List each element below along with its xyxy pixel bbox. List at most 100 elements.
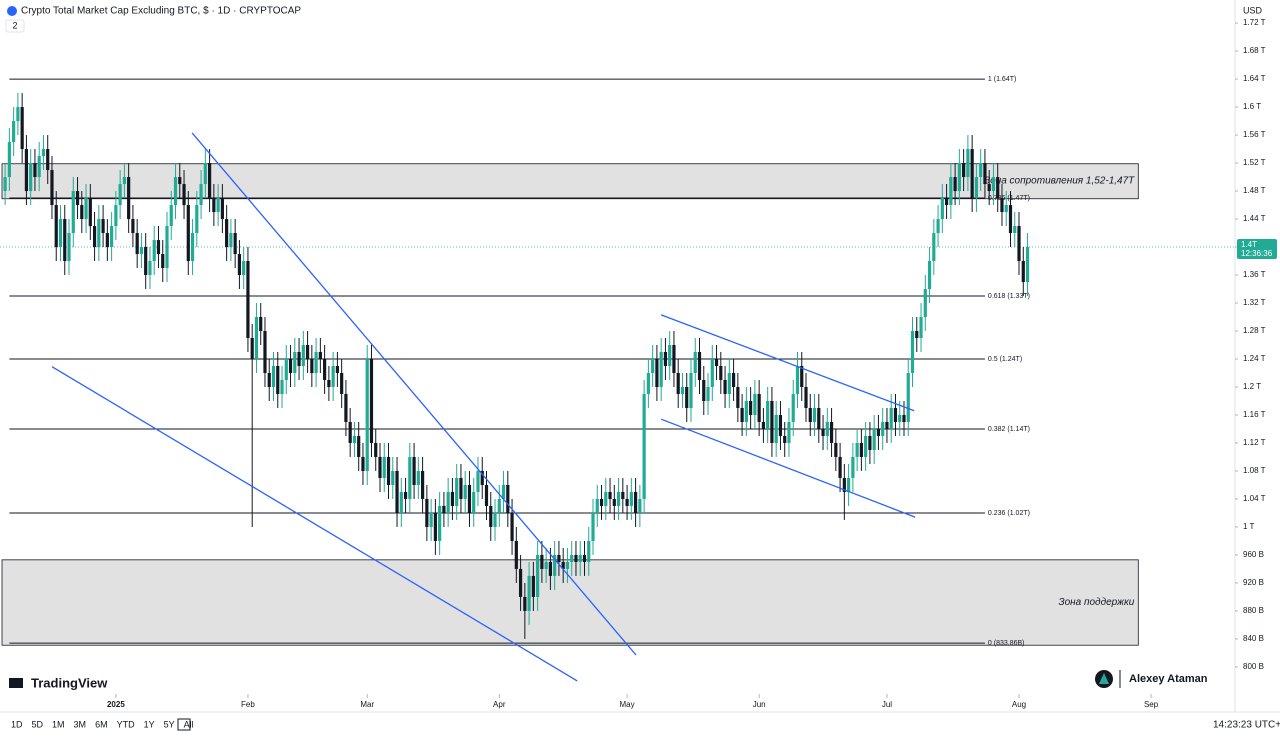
candle-body [719, 365, 723, 380]
timeframe-button[interactable]: 6M [95, 719, 108, 729]
candle-body [778, 414, 783, 436]
candle-body [749, 400, 753, 415]
candle-body [331, 365, 335, 387]
candle-body [357, 435, 361, 457]
candle-body [791, 393, 795, 422]
candle-body [795, 365, 800, 394]
candle-body [280, 379, 284, 394]
candle-body [966, 149, 970, 178]
candle-body [352, 435, 357, 443]
fib-label: 0.786 (1.47T) [988, 195, 1030, 202]
y-tick-label: 1.72 T [1243, 18, 1266, 27]
candle-body [318, 351, 322, 359]
y-tick-label: 1.08 T [1243, 466, 1266, 475]
candle-body [915, 331, 919, 339]
candle-body [991, 177, 996, 192]
candle-body [148, 261, 152, 276]
candle-body [20, 107, 24, 150]
y-tick-label: 1.2 T [1243, 382, 1261, 391]
candle-body [770, 400, 774, 443]
candle-body [744, 400, 748, 422]
candle-body [186, 205, 190, 262]
candle-body [374, 442, 378, 457]
fib-label: 0.618 (1.33T) [988, 293, 1030, 300]
candle-body [548, 561, 553, 576]
candle-body [604, 491, 608, 506]
candle-body [996, 177, 1000, 199]
candle-body [531, 575, 535, 597]
y-tick-label: 1.64 T [1243, 74, 1266, 83]
timeframe-button[interactable]: 1D [11, 719, 23, 729]
candle-body [84, 198, 88, 220]
candle-body [365, 358, 369, 471]
candle-body [876, 428, 881, 436]
candle-body [514, 540, 518, 569]
timeframe-button[interactable]: 3M [74, 719, 87, 729]
candle-body [817, 407, 821, 429]
timeframe-button[interactable]: 5Y [164, 719, 175, 729]
timeframe-button[interactable]: All [184, 719, 194, 729]
candle-body [881, 421, 885, 436]
zone [1, 163, 1139, 200]
timeframe-button[interactable]: 1Y [144, 719, 155, 729]
timeframe-button[interactable]: YTD [117, 719, 136, 729]
fib-label: 0.382 (1.14T) [988, 426, 1030, 433]
x-tick-label: Mar [360, 700, 374, 709]
candle-body [634, 491, 638, 513]
candle-body [974, 177, 979, 199]
y-tick-label: 1.32 T [1243, 298, 1266, 307]
candle-body [527, 575, 531, 611]
fib-label: 0.236 (1.02T) [988, 510, 1030, 517]
plot: Зона сопротивления 1,52-1,47T Зона поддер… [0, 22, 1238, 698]
candle-body [297, 351, 301, 366]
candle-body [932, 233, 936, 262]
candle-body [872, 428, 876, 450]
candle-body [41, 149, 46, 157]
candle-body [808, 407, 812, 422]
candle-body [288, 358, 293, 373]
candle-body [655, 358, 659, 387]
candle-body [570, 554, 574, 562]
date-range-button[interactable] [177, 718, 191, 731]
candle-body [834, 442, 838, 457]
candle-body [561, 561, 565, 569]
y-tick-label: 1.6 T [1243, 102, 1261, 111]
candle-body [587, 540, 591, 562]
clock: 14:23:23 UTC+3 [1213, 720, 1280, 731]
timeframe-button[interactable]: 5D [32, 719, 44, 729]
indicator-toggle[interactable] [5, 19, 25, 33]
candle-body [804, 386, 808, 408]
candle-body [523, 596, 527, 611]
candle-body [421, 470, 425, 499]
candle-body [446, 491, 450, 513]
candle-body [293, 351, 297, 373]
candle-body [940, 198, 944, 220]
candle-body [237, 254, 242, 276]
trendline [660, 418, 916, 518]
candle-body [7, 142, 11, 178]
candle-body [114, 205, 118, 227]
y-tick-label: 1.24 T [1243, 354, 1266, 363]
candle-body [800, 365, 804, 387]
candle-body [212, 198, 216, 213]
candle-body [821, 428, 825, 436]
candle-body [152, 240, 156, 262]
candle-body [220, 198, 224, 220]
candle-body [105, 233, 109, 248]
candle-body [3, 177, 7, 192]
candle-body [46, 149, 50, 171]
candle-body [864, 435, 868, 457]
candle-body [736, 386, 740, 408]
candle-body [80, 205, 84, 220]
y-tick-label: 1.04 T [1243, 494, 1266, 503]
candle-body [757, 393, 761, 422]
candle-body [480, 470, 484, 485]
candle-body [885, 421, 889, 429]
candle-body [565, 561, 570, 569]
timeframe-button[interactable]: 1M [52, 719, 65, 729]
fib-label: 0 (833.86B) [988, 640, 1025, 647]
candle-body [668, 345, 672, 366]
candle-body [651, 358, 655, 373]
candle-body [710, 358, 714, 387]
candle-body [254, 317, 259, 359]
